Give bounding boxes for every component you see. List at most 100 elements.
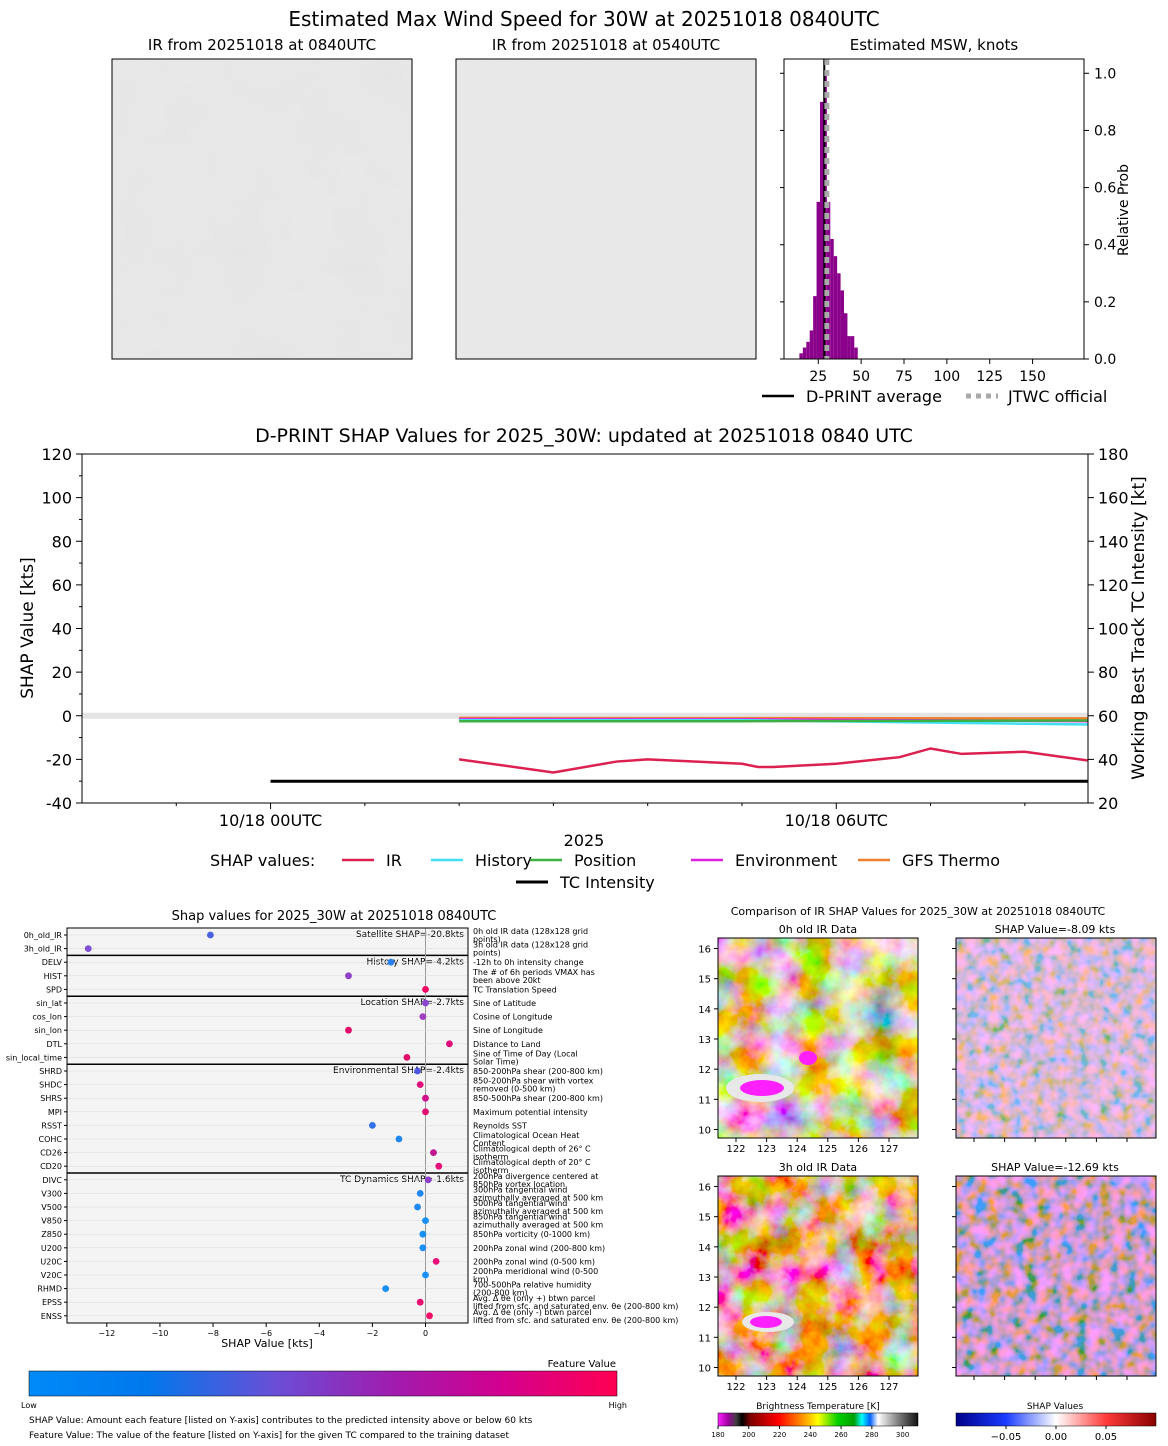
ts-ytick-label: -40 — [46, 794, 72, 813]
map-lat-label: 12 — [698, 1065, 711, 1076]
ts-ytick-right-label: 140 — [1098, 532, 1129, 551]
map-lon-label: 124 — [788, 1382, 807, 1393]
msw-xtick-label: 150 — [1019, 369, 1046, 385]
msw-bar — [816, 201, 820, 359]
msw-bar — [854, 347, 858, 359]
msw-bar — [799, 353, 803, 359]
features-xtick-label: −8 — [207, 1329, 219, 1338]
legend-label-ir: IR — [386, 851, 402, 870]
feature-description: Avg. Δ θe (only -) btwn parcel lifted fro… — [473, 1308, 678, 1325]
bt-colorbar-tick-label: 220 — [773, 1431, 786, 1439]
feature-description: 500hPa tangential wind azimuthally averag… — [473, 1199, 603, 1216]
ts-xtick-label: 10/18 00UTC — [219, 811, 322, 830]
map-title-3h-ir: 3h old IR Data — [779, 1161, 857, 1174]
map-lon-label: 125 — [818, 1144, 837, 1155]
legend-jtwc-label: JTWC official — [1007, 387, 1107, 406]
ts-xlabel: 2025 — [564, 831, 605, 850]
features-xlabel: SHAP Value [kts] — [221, 1337, 313, 1350]
feature-name: ENSS — [41, 1312, 62, 1321]
ir-shap-maps: 0h old IR Data SHAP Value=-8.09 kts 3h o… — [698, 923, 1157, 1443]
feature-description: Maximum potential intensity — [473, 1108, 588, 1117]
ts-ytick-right-label: 40 — [1098, 750, 1118, 769]
feature-dot — [416, 1081, 424, 1088]
feature-name: sin_lon — [34, 1026, 62, 1035]
msw-ytick-label: 0.8 — [1094, 123, 1116, 139]
shap-colorbar-label: SHAP Values — [1027, 1402, 1084, 1412]
msw-xtick-label: 25 — [809, 369, 827, 385]
map-lat-label: 11 — [698, 1333, 711, 1344]
msw-ytick-label: 0.6 — [1094, 181, 1116, 197]
feature-name: CD26 — [40, 1149, 62, 1158]
shap-timeseries-chart: 120 100 80 60 40 20 0 -20 -40 180 160 140 120 100 80 6… — [18, 445, 1149, 850]
msw-ylabel: Relative Prob — [1116, 164, 1132, 256]
shap-colorbar-tick-label: 0.00 — [1045, 1432, 1067, 1443]
map-lon-label: 126 — [849, 1382, 868, 1393]
feature-dot — [426, 1312, 433, 1320]
msw-bar — [833, 256, 838, 359]
msw-xtick-label: 75 — [895, 369, 913, 385]
ts-ylabel-right: Working Best Track TC Intensity [kt] — [1129, 476, 1149, 780]
msw-ytick-label: 0.4 — [1094, 238, 1116, 254]
msw-ytick-label: 0.2 — [1094, 295, 1116, 311]
feature-dot — [422, 986, 429, 993]
feature-name: sin_local_time — [6, 1053, 62, 1062]
feature-name: V300 — [41, 1189, 62, 1198]
feature-dot — [382, 1285, 390, 1292]
map-lat-label: 10 — [698, 1363, 711, 1374]
feature-dot — [395, 1135, 403, 1143]
feature-description: Sine of Time of Day (Local Solar Time) — [473, 1049, 578, 1066]
ir-now-title: IR from 20251018 at 0840UTC — [148, 36, 376, 54]
series-line-position — [459, 719, 1088, 723]
ts-legend: SHAP values: IR History Position Environmen… — [210, 851, 1000, 892]
shap-colorbar-tick-label: 0.05 — [1095, 1432, 1117, 1443]
msw-bar — [837, 273, 841, 359]
ts-ytick-right-label: 20 — [1098, 794, 1118, 813]
feature-dot — [430, 1149, 437, 1156]
feature-name: CD20 — [40, 1162, 62, 1171]
msw-bar — [847, 336, 851, 359]
zero-band — [82, 712, 1088, 719]
feature-name: SHRS — [40, 1094, 62, 1103]
ts-ytick-label: 100 — [41, 489, 72, 508]
map-lat-label: 13 — [698, 1035, 711, 1046]
feature-dot — [416, 1298, 424, 1306]
bt-colorbar-tick-label: 260 — [834, 1431, 847, 1439]
group-band — [67, 928, 468, 956]
feature-description: Cosine of Longitude — [473, 1013, 553, 1022]
map-lon-label: 125 — [818, 1382, 837, 1393]
msw-xtick-label: 50 — [852, 369, 870, 385]
features-xtick-label: −4 — [313, 1329, 325, 1338]
bt-colorbar-tick-label: 280 — [865, 1431, 878, 1439]
feature-name: 0h_old_IR — [24, 931, 63, 940]
features-xtick-label: −10 — [152, 1329, 169, 1338]
map-lon-label: 122 — [726, 1382, 745, 1393]
msw-bar — [820, 101, 824, 359]
feature-name: V500 — [41, 1203, 62, 1212]
msw-bar — [802, 347, 807, 359]
series-line-ir — [458, 747, 1088, 774]
feature-dot — [387, 958, 395, 966]
feature-name: cos_lon — [32, 1013, 62, 1022]
msw-xtick-label: 125 — [976, 369, 1003, 385]
bt-colorbar-label: Brightness Temperature [K] — [756, 1402, 880, 1412]
msw-title: Estimated MSW, knots — [850, 36, 1019, 54]
shap-colorbar-tick-label: −0.05 — [991, 1432, 1022, 1443]
msw-bar — [809, 330, 814, 359]
msw-bar — [806, 341, 810, 359]
legend-label-history: History — [475, 851, 532, 870]
feature-name: RSST — [41, 1121, 62, 1130]
feature-description: 700-500hPa relative humidity (200-800 km) — [473, 1281, 592, 1298]
msw-ytick-label: 0.0 — [1094, 352, 1116, 368]
feature-name: SHRD — [39, 1067, 62, 1076]
feature-name: DIVC — [42, 1176, 62, 1185]
bt-colorbar-tick-label: 240 — [804, 1431, 817, 1439]
main-title: Estimated Max Wind Speed for 30W at 2025… — [288, 7, 879, 31]
map-lat-label: 13 — [698, 1273, 711, 1284]
feature-name: 3h_old_IR — [24, 945, 63, 954]
map-title-0h-shap: SHAP Value=-8.09 kts — [995, 923, 1116, 936]
bt-colorbar-tick-label: 300 — [896, 1431, 909, 1439]
feature-name: HIST — [44, 972, 62, 981]
feature-name: DELV — [42, 958, 63, 967]
